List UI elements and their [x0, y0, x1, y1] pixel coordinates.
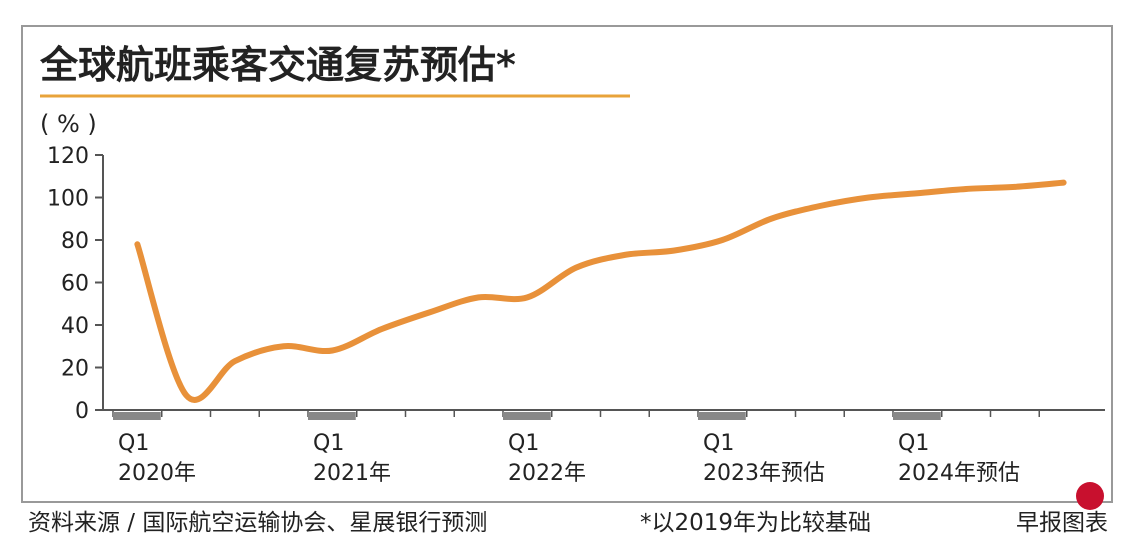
y-tick-label: 60	[61, 272, 89, 297]
y-tick-label: 80	[61, 229, 89, 254]
quarter-marker	[113, 412, 161, 420]
data-line	[134, 179, 1067, 403]
x-tick-label: Q1 2024年预估	[898, 431, 1020, 486]
y-tick-label: 40	[61, 314, 89, 339]
quarter-marker	[308, 412, 356, 420]
quarter-marker	[893, 412, 941, 420]
source: 资料来源 / 国际航空运输协会、星展银行预测	[28, 510, 487, 536]
y-tick-label: 120	[47, 144, 89, 169]
x-tick-label: Q1 2021年	[313, 431, 391, 486]
credit: 早报图表	[1016, 510, 1108, 536]
y-axis-label: ( % )	[40, 110, 97, 138]
x-tick-label: Q1 2023年预估	[703, 431, 825, 486]
x-tick-label: Q1 2020年	[118, 431, 196, 486]
note: *以2019年为比较基础	[640, 510, 871, 536]
chart-title: 全球航班乘客交通复苏预估*	[39, 43, 516, 87]
logo	[1076, 482, 1104, 510]
y-tick-label: 100	[47, 187, 89, 212]
y-tick-label: 20	[61, 357, 89, 382]
frame	[21, 25, 1113, 503]
quarter-marker	[698, 412, 746, 420]
x-tick-label: Q1 2022年	[508, 431, 586, 486]
quarter-marker	[503, 412, 551, 420]
y-tick-label: 0	[75, 399, 89, 424]
